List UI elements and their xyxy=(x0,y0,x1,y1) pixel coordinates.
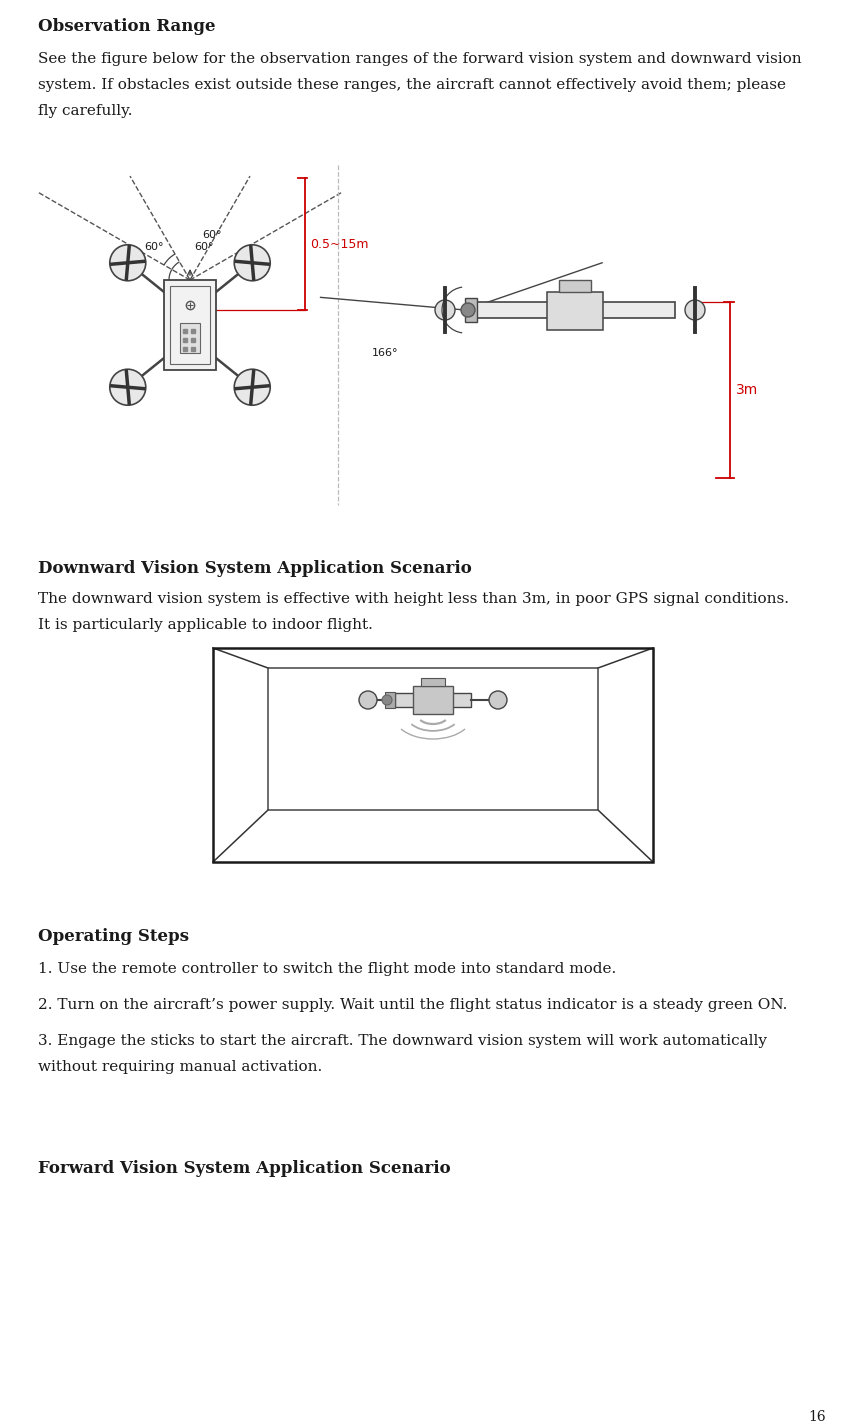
Text: Observation Range: Observation Range xyxy=(38,19,215,36)
Bar xyxy=(268,668,598,810)
Text: Downward Vision System Application Scenario: Downward Vision System Application Scena… xyxy=(38,560,472,577)
Circle shape xyxy=(435,300,455,320)
Bar xyxy=(213,648,653,863)
Text: without requiring manual activation.: without requiring manual activation. xyxy=(38,1060,322,1074)
Text: fly carefully.: fly carefully. xyxy=(38,104,132,119)
Text: 2. Turn on the aircraft’s power supply. Wait until the flight status indicator i: 2. Turn on the aircraft’s power supply. … xyxy=(38,998,787,1012)
Bar xyxy=(170,286,210,364)
Bar xyxy=(475,301,675,318)
Text: The downward vision system is effective with height less than 3m, in poor GPS si: The downward vision system is effective … xyxy=(38,593,789,605)
Text: system. If obstacles exist outside these ranges, the aircraft cannot effectively: system. If obstacles exist outside these… xyxy=(38,79,786,91)
Circle shape xyxy=(110,370,146,406)
Bar xyxy=(413,685,453,714)
Text: 166°: 166° xyxy=(372,348,398,358)
Text: 60°: 60° xyxy=(202,230,221,240)
Circle shape xyxy=(234,370,270,406)
Bar xyxy=(180,323,200,353)
Text: Operating Steps: Operating Steps xyxy=(38,928,189,945)
Text: 60°: 60° xyxy=(144,241,164,251)
Text: It is particularly applicable to indoor flight.: It is particularly applicable to indoor … xyxy=(38,618,373,633)
Text: 60°: 60° xyxy=(194,241,213,251)
Circle shape xyxy=(359,691,377,708)
Text: 1. Use the remote controller to switch the flight mode into standard mode.: 1. Use the remote controller to switch t… xyxy=(38,962,616,975)
Text: 3m: 3m xyxy=(736,383,759,397)
Circle shape xyxy=(382,695,392,705)
Bar xyxy=(395,693,471,707)
Circle shape xyxy=(489,691,507,708)
Text: 3. Engage the sticks to start the aircraft. The downward vision system will work: 3. Engage the sticks to start the aircra… xyxy=(38,1034,767,1048)
Circle shape xyxy=(685,300,705,320)
Text: Forward Vision System Application Scenario: Forward Vision System Application Scenar… xyxy=(38,1160,451,1177)
Circle shape xyxy=(234,244,270,281)
Bar xyxy=(421,678,445,685)
Bar xyxy=(164,280,216,370)
Bar xyxy=(385,693,395,708)
Text: See the figure below for the observation ranges of the forward vision system and: See the figure below for the observation… xyxy=(38,51,802,66)
Bar xyxy=(547,291,603,330)
Bar xyxy=(559,280,591,291)
Circle shape xyxy=(461,303,475,317)
Text: 16: 16 xyxy=(809,1409,826,1424)
Text: 0.5~15m: 0.5~15m xyxy=(310,237,369,250)
Circle shape xyxy=(110,244,146,281)
Bar xyxy=(465,298,477,321)
